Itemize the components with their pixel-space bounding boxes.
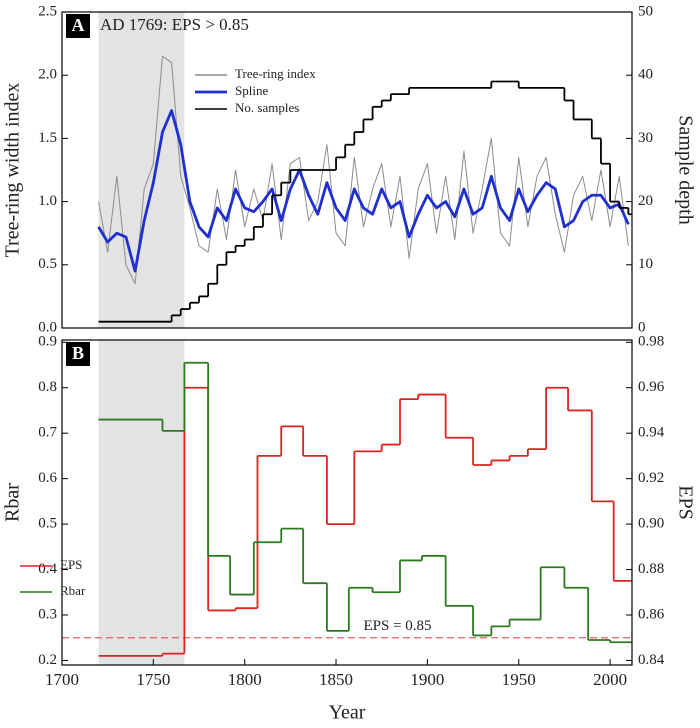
line-series	[98, 55, 629, 285]
y-axis-label: Tree-ring width index	[2, 83, 24, 258]
panel-label-box	[66, 342, 90, 366]
x-tick-label: 1900	[410, 670, 444, 689]
y-axis-label: Rbar	[2, 483, 24, 522]
y2-tick-label: 30	[638, 130, 653, 146]
plot-frame	[61, 339, 633, 666]
y2-tick-label: 20	[638, 193, 653, 209]
y-tick-label: 0.2	[38, 652, 57, 668]
y2-tick-label: 0.86	[638, 606, 665, 622]
y-tick-label: 0.7	[38, 425, 57, 441]
y-tick-label: 1.0	[38, 193, 57, 209]
x-tick-label: 1850	[319, 670, 353, 689]
line-series	[97, 109, 630, 273]
shaded-region	[98, 340, 185, 665]
x-tick-label: 1950	[502, 670, 536, 689]
annotation: AD 1769: EPS > 0.85	[100, 15, 249, 34]
legend-label: No. samples	[235, 100, 299, 115]
legend-label: Rbar	[60, 583, 86, 598]
x-tick-label: 2000	[593, 670, 627, 689]
y2-tick-label: 0.94	[638, 425, 665, 441]
y2-tick-label: 0.84	[638, 652, 665, 668]
y-tick-label: 0.6	[38, 470, 57, 486]
panel-label-box	[66, 14, 90, 38]
panel-label: B	[72, 343, 84, 363]
y-tick-label: 0.5	[38, 516, 57, 532]
y2-tick-label: 0.96	[638, 379, 665, 395]
y2-tick-label: 50	[638, 3, 653, 19]
plot-frame	[61, 11, 633, 329]
y-tick-label: 2.0	[38, 67, 57, 83]
x-axis-label: Year	[329, 702, 366, 724]
x-tick-label: 1700	[45, 670, 79, 689]
y-tick-label: 2.5	[38, 3, 57, 19]
y2-tick-label: 0.90	[638, 516, 664, 532]
y-tick-label: 0.3	[38, 606, 57, 622]
x-tick-label: 1750	[136, 670, 170, 689]
y-tick-label: 0.0	[38, 319, 57, 335]
y2-axis-label: EPS	[674, 485, 696, 519]
y-tick-label: 1.5	[38, 130, 57, 146]
reference-label: EPS = 0.85	[363, 618, 431, 634]
y2-tick-label: 0.98	[638, 334, 664, 350]
y2-tick-label: 40	[638, 67, 653, 83]
x-tick-label: 1800	[228, 670, 262, 689]
y-tick-label: 0.9	[38, 334, 57, 350]
y2-axis-label: Sample depth	[674, 115, 696, 224]
y2-tick-label: 0	[638, 319, 646, 335]
y-tick-label: 0.8	[38, 379, 57, 395]
y2-tick-label: 10	[638, 256, 653, 272]
y2-tick-label: 0.92	[638, 470, 664, 486]
legend-label: EPS	[60, 557, 82, 572]
y-tick-label: 0.4	[38, 561, 57, 577]
panel-label: A	[72, 15, 85, 35]
legend-label: Spline	[235, 83, 268, 98]
y2-tick-label: 0.88	[638, 561, 664, 577]
y-tick-label: 0.5	[38, 256, 57, 272]
legend-label: Tree-ring index	[235, 66, 316, 81]
shaded-region	[98, 12, 185, 328]
